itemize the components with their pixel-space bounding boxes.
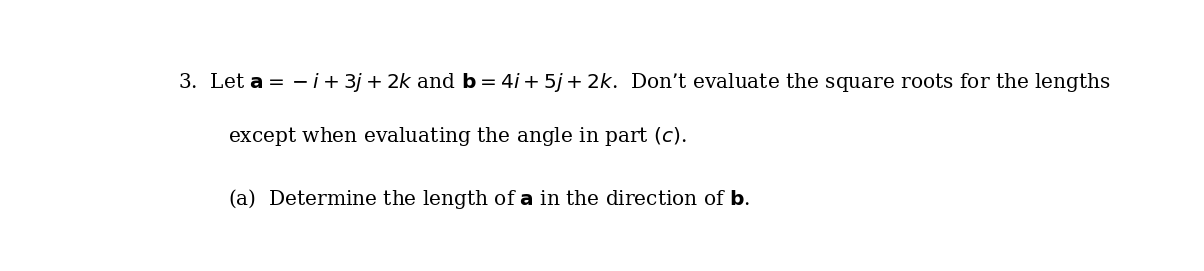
Text: 3.  Let $\mathbf{a} = -\mathit{i} + 3\mathit{j} + 2\mathit{k}$ and $\mathbf{b} =: 3. Let $\mathbf{a} = -\mathit{i} + 3\mat… <box>178 71 1111 94</box>
Text: except when evaluating the angle in part $(c)$.: except when evaluating the angle in part… <box>228 125 686 148</box>
Text: (a)  Determine the length of $\mathbf{a}$ in the direction of $\mathbf{b}$.: (a) Determine the length of $\mathbf{a}$… <box>228 188 750 211</box>
